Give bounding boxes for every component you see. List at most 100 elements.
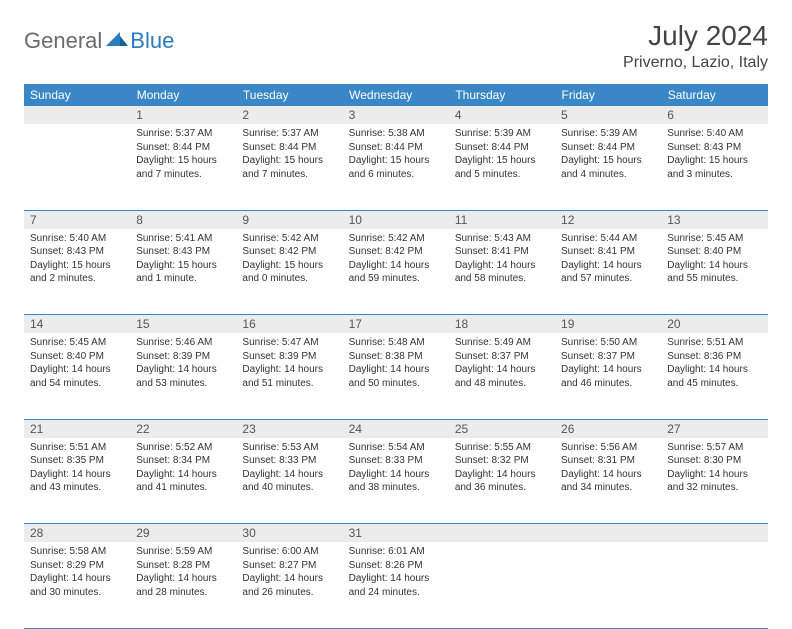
day-number-row: 123456 <box>24 106 768 124</box>
sunrise-text: Sunrise: 5:42 AM <box>349 232 443 246</box>
sunrise-text: Sunrise: 5:56 AM <box>561 441 655 455</box>
day-cell: Sunrise: 5:43 AMSunset: 8:41 PMDaylight:… <box>449 229 555 315</box>
sunset-text: Sunset: 8:44 PM <box>455 141 549 155</box>
day-number <box>449 524 555 543</box>
d2-text: and 5 minutes. <box>455 168 549 182</box>
day-cell: Sunrise: 5:39 AMSunset: 8:44 PMDaylight:… <box>449 124 555 210</box>
day-number: 18 <box>449 315 555 334</box>
d2-text: and 28 minutes. <box>136 586 230 600</box>
brand-logo: General Blue <box>24 28 174 54</box>
day-number: 14 <box>24 315 130 334</box>
d2-text: and 41 minutes. <box>136 481 230 495</box>
day-number: 3 <box>343 106 449 124</box>
d1-text: Daylight: 14 hours <box>242 363 336 377</box>
sunrise-text: Sunrise: 5:49 AM <box>455 336 549 350</box>
sunset-text: Sunset: 8:26 PM <box>349 559 443 573</box>
day-detail: Sunrise: 5:41 AMSunset: 8:43 PMDaylight:… <box>130 229 236 290</box>
day-number: 27 <box>661 419 767 438</box>
day-cell: Sunrise: 5:51 AMSunset: 8:35 PMDaylight:… <box>24 438 130 524</box>
sunrise-text: Sunrise: 6:00 AM <box>242 545 336 559</box>
day-detail: Sunrise: 5:42 AMSunset: 8:42 PMDaylight:… <box>343 229 449 290</box>
sunrise-text: Sunrise: 5:45 AM <box>667 232 761 246</box>
d1-text: Daylight: 15 hours <box>667 154 761 168</box>
day-number: 20 <box>661 315 767 334</box>
sunrise-text: Sunrise: 5:59 AM <box>136 545 230 559</box>
sunset-text: Sunset: 8:36 PM <box>667 350 761 364</box>
sunset-text: Sunset: 8:34 PM <box>136 454 230 468</box>
sunrise-text: Sunrise: 5:58 AM <box>30 545 124 559</box>
day-cell: Sunrise: 5:37 AMSunset: 8:44 PMDaylight:… <box>130 124 236 210</box>
page-header: General Blue July 2024 Priverno, Lazio, … <box>24 20 768 72</box>
d2-text: and 7 minutes. <box>242 168 336 182</box>
d1-text: Daylight: 14 hours <box>455 259 549 273</box>
calendar-body: 123456Sunrise: 5:37 AMSunset: 8:44 PMDay… <box>24 106 768 628</box>
sunrise-text: Sunrise: 5:39 AM <box>561 127 655 141</box>
d2-text: and 43 minutes. <box>30 481 124 495</box>
sunrise-text: Sunrise: 5:53 AM <box>242 441 336 455</box>
d2-text: and 40 minutes. <box>242 481 336 495</box>
day-number: 9 <box>236 210 342 229</box>
brand-part2: Blue <box>130 28 174 54</box>
day-number: 31 <box>343 524 449 543</box>
sunrise-text: Sunrise: 5:45 AM <box>30 336 124 350</box>
d2-text: and 2 minutes. <box>30 272 124 286</box>
weekday-header-row: Sunday Monday Tuesday Wednesday Thursday… <box>24 84 768 106</box>
d2-text: and 45 minutes. <box>667 377 761 391</box>
d1-text: Daylight: 14 hours <box>455 468 549 482</box>
d1-text: Daylight: 14 hours <box>136 468 230 482</box>
d1-text: Daylight: 14 hours <box>561 468 655 482</box>
day-detail: Sunrise: 5:48 AMSunset: 8:38 PMDaylight:… <box>343 333 449 394</box>
sunrise-text: Sunrise: 5:52 AM <box>136 441 230 455</box>
day-number: 21 <box>24 419 130 438</box>
d2-text: and 6 minutes. <box>349 168 443 182</box>
day-detail: Sunrise: 5:52 AMSunset: 8:34 PMDaylight:… <box>130 438 236 499</box>
day-cell <box>661 542 767 628</box>
d1-text: Daylight: 14 hours <box>561 259 655 273</box>
d1-text: Daylight: 15 hours <box>30 259 124 273</box>
d2-text: and 50 minutes. <box>349 377 443 391</box>
sunset-text: Sunset: 8:27 PM <box>242 559 336 573</box>
day-cell: Sunrise: 5:58 AMSunset: 8:29 PMDaylight:… <box>24 542 130 628</box>
day-number-row: 28293031 <box>24 524 768 543</box>
sunrise-text: Sunrise: 5:51 AM <box>30 441 124 455</box>
day-detail: Sunrise: 5:55 AMSunset: 8:32 PMDaylight:… <box>449 438 555 499</box>
d2-text: and 57 minutes. <box>561 272 655 286</box>
sunset-text: Sunset: 8:41 PM <box>455 245 549 259</box>
d1-text: Daylight: 14 hours <box>242 468 336 482</box>
sunrise-text: Sunrise: 5:39 AM <box>455 127 549 141</box>
day-number: 30 <box>236 524 342 543</box>
day-detail: Sunrise: 5:46 AMSunset: 8:39 PMDaylight:… <box>130 333 236 394</box>
d1-text: Daylight: 14 hours <box>30 572 124 586</box>
d2-text: and 51 minutes. <box>242 377 336 391</box>
sunset-text: Sunset: 8:39 PM <box>242 350 336 364</box>
sunset-text: Sunset: 8:44 PM <box>136 141 230 155</box>
day-detail: Sunrise: 5:56 AMSunset: 8:31 PMDaylight:… <box>555 438 661 499</box>
sunrise-text: Sunrise: 6:01 AM <box>349 545 443 559</box>
day-cell: Sunrise: 5:54 AMSunset: 8:33 PMDaylight:… <box>343 438 449 524</box>
day-content-row: Sunrise: 5:45 AMSunset: 8:40 PMDaylight:… <box>24 333 768 419</box>
day-number: 8 <box>130 210 236 229</box>
day-number: 6 <box>661 106 767 124</box>
sunset-text: Sunset: 8:33 PM <box>242 454 336 468</box>
d1-text: Daylight: 15 hours <box>561 154 655 168</box>
weekday-header: Tuesday <box>236 84 342 106</box>
d2-text: and 0 minutes. <box>242 272 336 286</box>
day-number: 17 <box>343 315 449 334</box>
sunset-text: Sunset: 8:32 PM <box>455 454 549 468</box>
d1-text: Daylight: 15 hours <box>455 154 549 168</box>
sunrise-text: Sunrise: 5:50 AM <box>561 336 655 350</box>
sunset-text: Sunset: 8:31 PM <box>561 454 655 468</box>
d2-text: and 32 minutes. <box>667 481 761 495</box>
sunrise-text: Sunrise: 5:37 AM <box>242 127 336 141</box>
day-cell: Sunrise: 5:51 AMSunset: 8:36 PMDaylight:… <box>661 333 767 419</box>
sunset-text: Sunset: 8:40 PM <box>667 245 761 259</box>
d1-text: Daylight: 15 hours <box>242 154 336 168</box>
day-detail: Sunrise: 5:45 AMSunset: 8:40 PMDaylight:… <box>661 229 767 290</box>
sunrise-text: Sunrise: 5:57 AM <box>667 441 761 455</box>
d1-text: Daylight: 14 hours <box>667 363 761 377</box>
day-content-row: Sunrise: 5:58 AMSunset: 8:29 PMDaylight:… <box>24 542 768 628</box>
day-detail: Sunrise: 5:47 AMSunset: 8:39 PMDaylight:… <box>236 333 342 394</box>
day-number <box>24 106 130 124</box>
sunset-text: Sunset: 8:43 PM <box>667 141 761 155</box>
day-cell: Sunrise: 5:45 AMSunset: 8:40 PMDaylight:… <box>661 229 767 315</box>
